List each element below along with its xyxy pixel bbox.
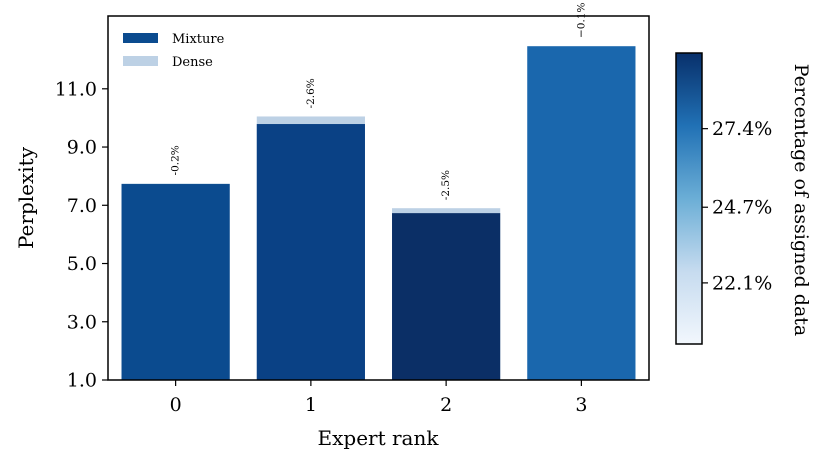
x-tick-label-0: 0 — [170, 394, 182, 416]
x-tick-label-1: 1 — [305, 394, 317, 416]
legend: Mixture Dense — [123, 32, 225, 70]
y-tick-label-2: 5.0 — [67, 253, 97, 275]
colorbar: 22.1% 24.7% 27.4% Percentage of assigned d… — [675, 52, 812, 345]
colorbar-tick-label-2: 27.4% — [712, 118, 772, 140]
colorbar-title: Percentage of assigned data — [790, 64, 812, 337]
y-tick-label-0: 1.0 — [67, 370, 97, 392]
y-tick-label-5: 11.0 — [55, 78, 97, 100]
bar-mixture-0 — [121, 184, 230, 380]
plot-frame — [107, 15, 650, 381]
x-tick-label-3: 3 — [575, 394, 587, 416]
colorbar-ticks: 22.1% 24.7% 27.4% — [702, 118, 772, 294]
legend-swatch-dense — [123, 56, 158, 66]
bar-mixture-2 — [392, 213, 501, 380]
legend-swatch-mixture — [123, 33, 158, 43]
colorbar-tick-label-1: 24.7% — [712, 197, 772, 219]
y-axis-title: Perplexity — [14, 146, 38, 249]
legend-label-dense: Dense — [172, 55, 213, 70]
x-tick-label-2: 2 — [440, 394, 452, 416]
bar-annotation-3: −0.1% — [575, 2, 587, 37]
x-axis: 0 1 2 3 — [170, 380, 587, 416]
x-axis-title: Expert rank — [318, 426, 440, 450]
bar-annotations: -0.2% -2.6% -2.5% −0.1% — [170, 2, 588, 200]
y-tick-label-3: 7.0 — [67, 195, 97, 217]
y-axis: 1.0 3.0 5.0 7.0 9.0 11.0 — [55, 78, 108, 392]
colorbar-tick-label-0: 22.1% — [712, 272, 772, 294]
y-tick-label-4: 9.0 — [67, 137, 97, 159]
bar-mixture-1 — [256, 124, 365, 380]
bar-annotation-0: -0.2% — [170, 145, 182, 175]
y-tick-label-1: 3.0 — [67, 311, 97, 333]
legend-label-mixture: Mixture — [172, 32, 225, 47]
bar-annotation-1: -2.6% — [305, 78, 317, 108]
colorbar-gradient — [675, 52, 703, 345]
bar-annotation-2: -2.5% — [440, 170, 452, 200]
bar-mixture-3 — [527, 46, 636, 381]
bars-group — [121, 45, 636, 381]
